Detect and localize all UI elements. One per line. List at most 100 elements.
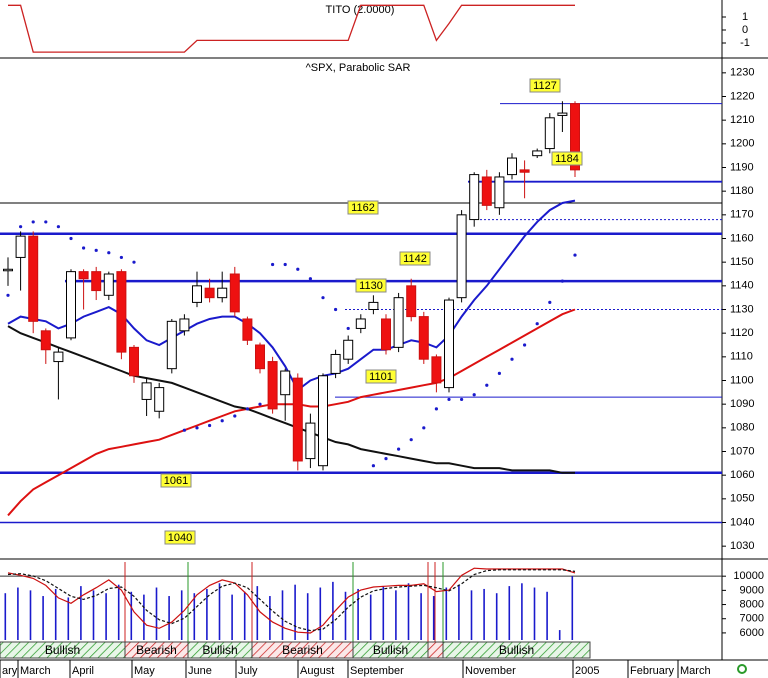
volume-bar — [231, 594, 233, 640]
level-label-box — [164, 530, 196, 545]
sar-dot — [19, 225, 23, 229]
y-tick-label: 1180 — [730, 185, 754, 197]
phase-label: Bullish — [45, 643, 80, 657]
volume-bar — [117, 584, 120, 640]
y-tick-label: 1 — [742, 11, 748, 23]
y-tick-label: 1140 — [730, 280, 754, 292]
volume-bar — [294, 584, 296, 640]
volume-bar — [180, 590, 183, 640]
x-tick-label: ary — [2, 665, 18, 677]
sar-dot — [422, 426, 426, 430]
level-label: 1162 — [351, 202, 375, 214]
y-tick-label: 1050 — [730, 493, 754, 505]
volume-bar — [344, 591, 347, 640]
x-tick-label: September — [350, 665, 404, 677]
y-tick-label: -1 — [740, 37, 750, 49]
candle-body — [166, 320, 177, 370]
candle-body — [229, 273, 240, 313]
sar-dot — [82, 246, 86, 250]
y-tick-label: 0 — [742, 24, 748, 36]
level-label-box — [365, 369, 397, 384]
status-icon — [737, 664, 747, 674]
candle-body — [393, 297, 404, 348]
sar-dot — [447, 397, 451, 402]
sar-dot — [384, 457, 388, 461]
level-label-box — [399, 251, 431, 266]
level-label: 1142 — [403, 253, 427, 265]
x-tick-label: November — [465, 665, 516, 677]
indicator-line — [8, 4, 575, 53]
x-tick-label: March — [20, 665, 51, 677]
candle-body — [330, 353, 341, 374]
sar-dot — [245, 407, 249, 411]
x-tick-label: June — [188, 665, 212, 677]
volume-bar — [29, 590, 32, 640]
sar-dot — [107, 251, 111, 255]
volume-bar — [571, 576, 574, 640]
phase-band — [442, 641, 591, 659]
candle-body — [141, 382, 152, 400]
level-label: 1127 — [533, 80, 557, 92]
volume-bar — [546, 591, 548, 640]
candle-body — [431, 356, 442, 384]
volume-bar — [155, 587, 158, 640]
moving-average — [7, 199, 576, 392]
x-tick-label: April — [72, 665, 94, 677]
volume-bar — [420, 593, 422, 640]
x-tick-label: August — [300, 665, 334, 677]
stochastic-line — [7, 567, 576, 634]
sar-dot — [69, 236, 73, 241]
y-tick-label: 1190 — [730, 161, 754, 173]
volume-bar — [67, 597, 70, 640]
phase-label: Bullish — [373, 643, 408, 657]
y-tick-label: 1090 — [730, 398, 754, 410]
y-tick-label: 9000 — [740, 584, 764, 596]
candle-body — [267, 361, 278, 410]
volume-bar — [193, 593, 196, 640]
x-tick-label: May — [134, 665, 155, 677]
candle-body — [91, 271, 102, 292]
volume-bar — [369, 594, 372, 640]
x-tick-label: July — [238, 665, 258, 677]
sar-dot — [409, 438, 413, 442]
sar-dot — [6, 293, 10, 297]
moving-average — [7, 308, 576, 517]
y-tick-label: 1220 — [730, 90, 754, 102]
candle-body — [204, 287, 215, 299]
sar-dot — [523, 343, 527, 347]
sar-dot — [132, 260, 136, 264]
candle-body — [570, 103, 580, 171]
candle-body — [40, 330, 51, 351]
candle-body — [116, 271, 127, 353]
volume-bar — [17, 587, 19, 640]
sar-dot — [346, 326, 350, 331]
volume-bar — [4, 593, 7, 640]
volume-bar — [357, 588, 359, 640]
sar-dot — [472, 393, 476, 397]
sar-dot — [296, 267, 300, 271]
candle-body — [544, 117, 555, 150]
volume-bar — [80, 586, 82, 640]
sar-dot — [321, 296, 325, 300]
candle-body — [519, 169, 530, 173]
candle-body — [507, 157, 517, 176]
y-tick-label: 10000 — [733, 570, 764, 582]
indicator-title: TITO (2.0000) — [326, 4, 395, 16]
x-tick-label: March — [680, 665, 711, 677]
y-tick-label: 1110 — [730, 351, 753, 363]
candle-body — [103, 273, 114, 296]
volume-bar — [92, 590, 95, 640]
y-tick-label: 1150 — [730, 256, 754, 268]
y-tick-label: 1170 — [730, 209, 754, 221]
sar-dot — [182, 428, 186, 432]
sar-dot — [258, 402, 262, 406]
level-label: 1040 — [168, 532, 192, 544]
sar-dot — [334, 307, 338, 312]
candle-body — [343, 339, 354, 360]
y-tick-label: 1120 — [730, 327, 754, 339]
candle-body — [355, 318, 366, 329]
level-label: 1061 — [164, 475, 188, 487]
x-tick-label: February — [630, 665, 675, 677]
volume-bar — [558, 630, 561, 640]
